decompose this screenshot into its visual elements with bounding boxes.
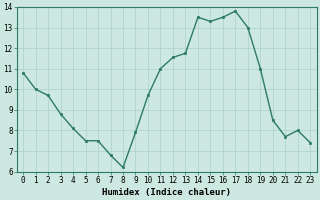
X-axis label: Humidex (Indice chaleur): Humidex (Indice chaleur) [102,188,231,197]
